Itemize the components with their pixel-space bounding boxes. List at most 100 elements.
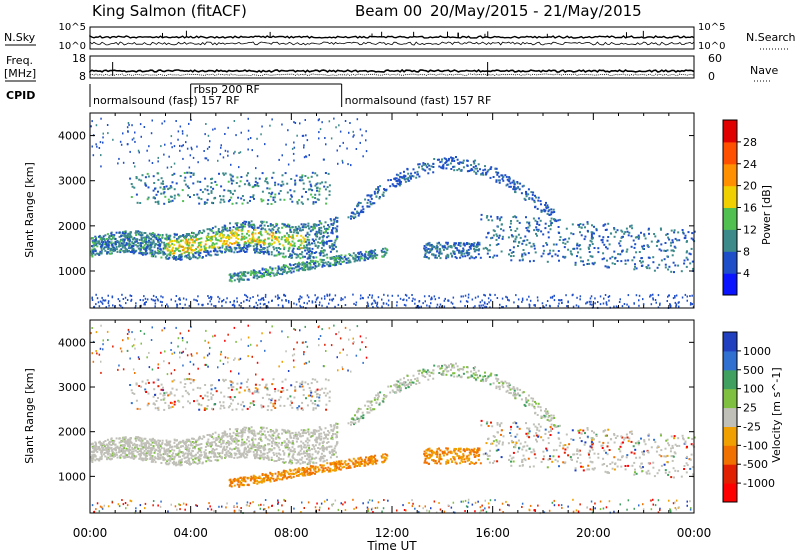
power-cell <box>687 300 689 302</box>
power-cell <box>230 164 232 166</box>
power-cell <box>572 233 574 235</box>
power-cell <box>608 300 610 302</box>
power-cell <box>282 154 284 156</box>
velocity-cell <box>117 457 119 459</box>
power-cell <box>248 222 250 224</box>
power-cell <box>638 305 640 307</box>
power-cell <box>190 257 192 259</box>
velocity-cell <box>201 438 203 440</box>
power-cell <box>485 174 487 176</box>
velocity-cell <box>251 432 253 434</box>
power-cell <box>131 183 133 185</box>
power-cell <box>633 302 635 304</box>
power-cell <box>602 239 604 241</box>
power-cell <box>184 237 186 239</box>
power-cell <box>528 198 530 200</box>
power-cell <box>338 304 340 306</box>
power-cell <box>100 165 102 167</box>
velocity-cell <box>271 449 273 451</box>
velocity-cell <box>193 438 195 440</box>
power-cell <box>327 224 329 226</box>
velocity-cell <box>171 449 173 451</box>
power-cell <box>528 230 530 232</box>
power-cell <box>161 177 163 179</box>
power-cell <box>422 302 424 304</box>
power-cell <box>153 190 155 192</box>
velocity-cell <box>314 448 316 450</box>
power-cell <box>334 242 336 244</box>
velocity-cell <box>229 448 231 450</box>
velocity-cell <box>169 446 171 448</box>
velocity-cell <box>292 442 294 444</box>
power-cell <box>533 229 535 231</box>
power-cell <box>502 180 504 182</box>
power-cell <box>519 183 521 185</box>
power-cell <box>419 163 421 165</box>
power-cell <box>253 198 255 200</box>
power-cell <box>216 243 218 245</box>
power-cell <box>127 233 129 235</box>
power-cell <box>209 254 211 256</box>
power-cell <box>537 300 539 302</box>
power-cell <box>318 227 320 229</box>
power-cell <box>236 176 238 178</box>
power-cell <box>314 227 316 229</box>
velocity-cell <box>173 450 175 452</box>
power-cell <box>113 250 115 252</box>
power-cell <box>447 164 449 166</box>
power-cell <box>154 251 156 253</box>
power-cell <box>154 188 156 190</box>
power-cell <box>281 266 283 268</box>
power-cell <box>429 306 431 308</box>
power-cell <box>181 258 183 260</box>
power-cell <box>202 304 204 306</box>
power-cell <box>241 132 243 134</box>
power-cell <box>529 225 531 227</box>
power-cell <box>334 221 336 223</box>
power-cell <box>480 257 482 259</box>
velocity-cell <box>330 456 332 458</box>
power-cell <box>248 231 250 233</box>
power-cell <box>606 301 608 303</box>
power-cell <box>293 229 295 231</box>
power-cell <box>207 199 209 201</box>
power-cell <box>250 270 252 272</box>
power-cell <box>488 219 490 221</box>
power-cell <box>296 135 298 137</box>
power-cell <box>240 250 242 252</box>
power-cell <box>125 297 127 299</box>
power-cell <box>248 118 250 120</box>
power-cell <box>463 243 465 245</box>
power-cell <box>591 231 593 233</box>
power-cell <box>432 245 434 247</box>
power-cell <box>142 174 144 176</box>
power-cell <box>227 236 229 238</box>
power-cell <box>329 257 331 259</box>
power-cell <box>407 173 409 175</box>
power-cell <box>342 160 344 162</box>
power-cell <box>418 166 420 168</box>
power-cell <box>388 300 390 302</box>
power-cell <box>301 267 303 269</box>
power-cell <box>301 196 303 198</box>
velocity-cell <box>155 461 157 463</box>
power-cell <box>303 183 305 185</box>
power-cell <box>218 173 220 175</box>
power-cell <box>185 241 187 243</box>
power-cell <box>355 304 357 306</box>
power-cell <box>192 256 194 258</box>
power-cell <box>112 139 114 141</box>
power-cell <box>371 255 373 257</box>
power-cell <box>607 223 609 225</box>
power-cell <box>323 159 325 161</box>
power-cell <box>273 226 275 228</box>
power-cell <box>246 180 248 182</box>
power-cell <box>497 172 499 174</box>
power-cell <box>683 263 685 265</box>
power-cell <box>210 240 212 242</box>
power-cell <box>132 186 134 188</box>
power-cell <box>301 251 303 253</box>
power-cell <box>246 248 248 250</box>
power-cell <box>278 266 280 268</box>
power-cell <box>307 239 309 241</box>
